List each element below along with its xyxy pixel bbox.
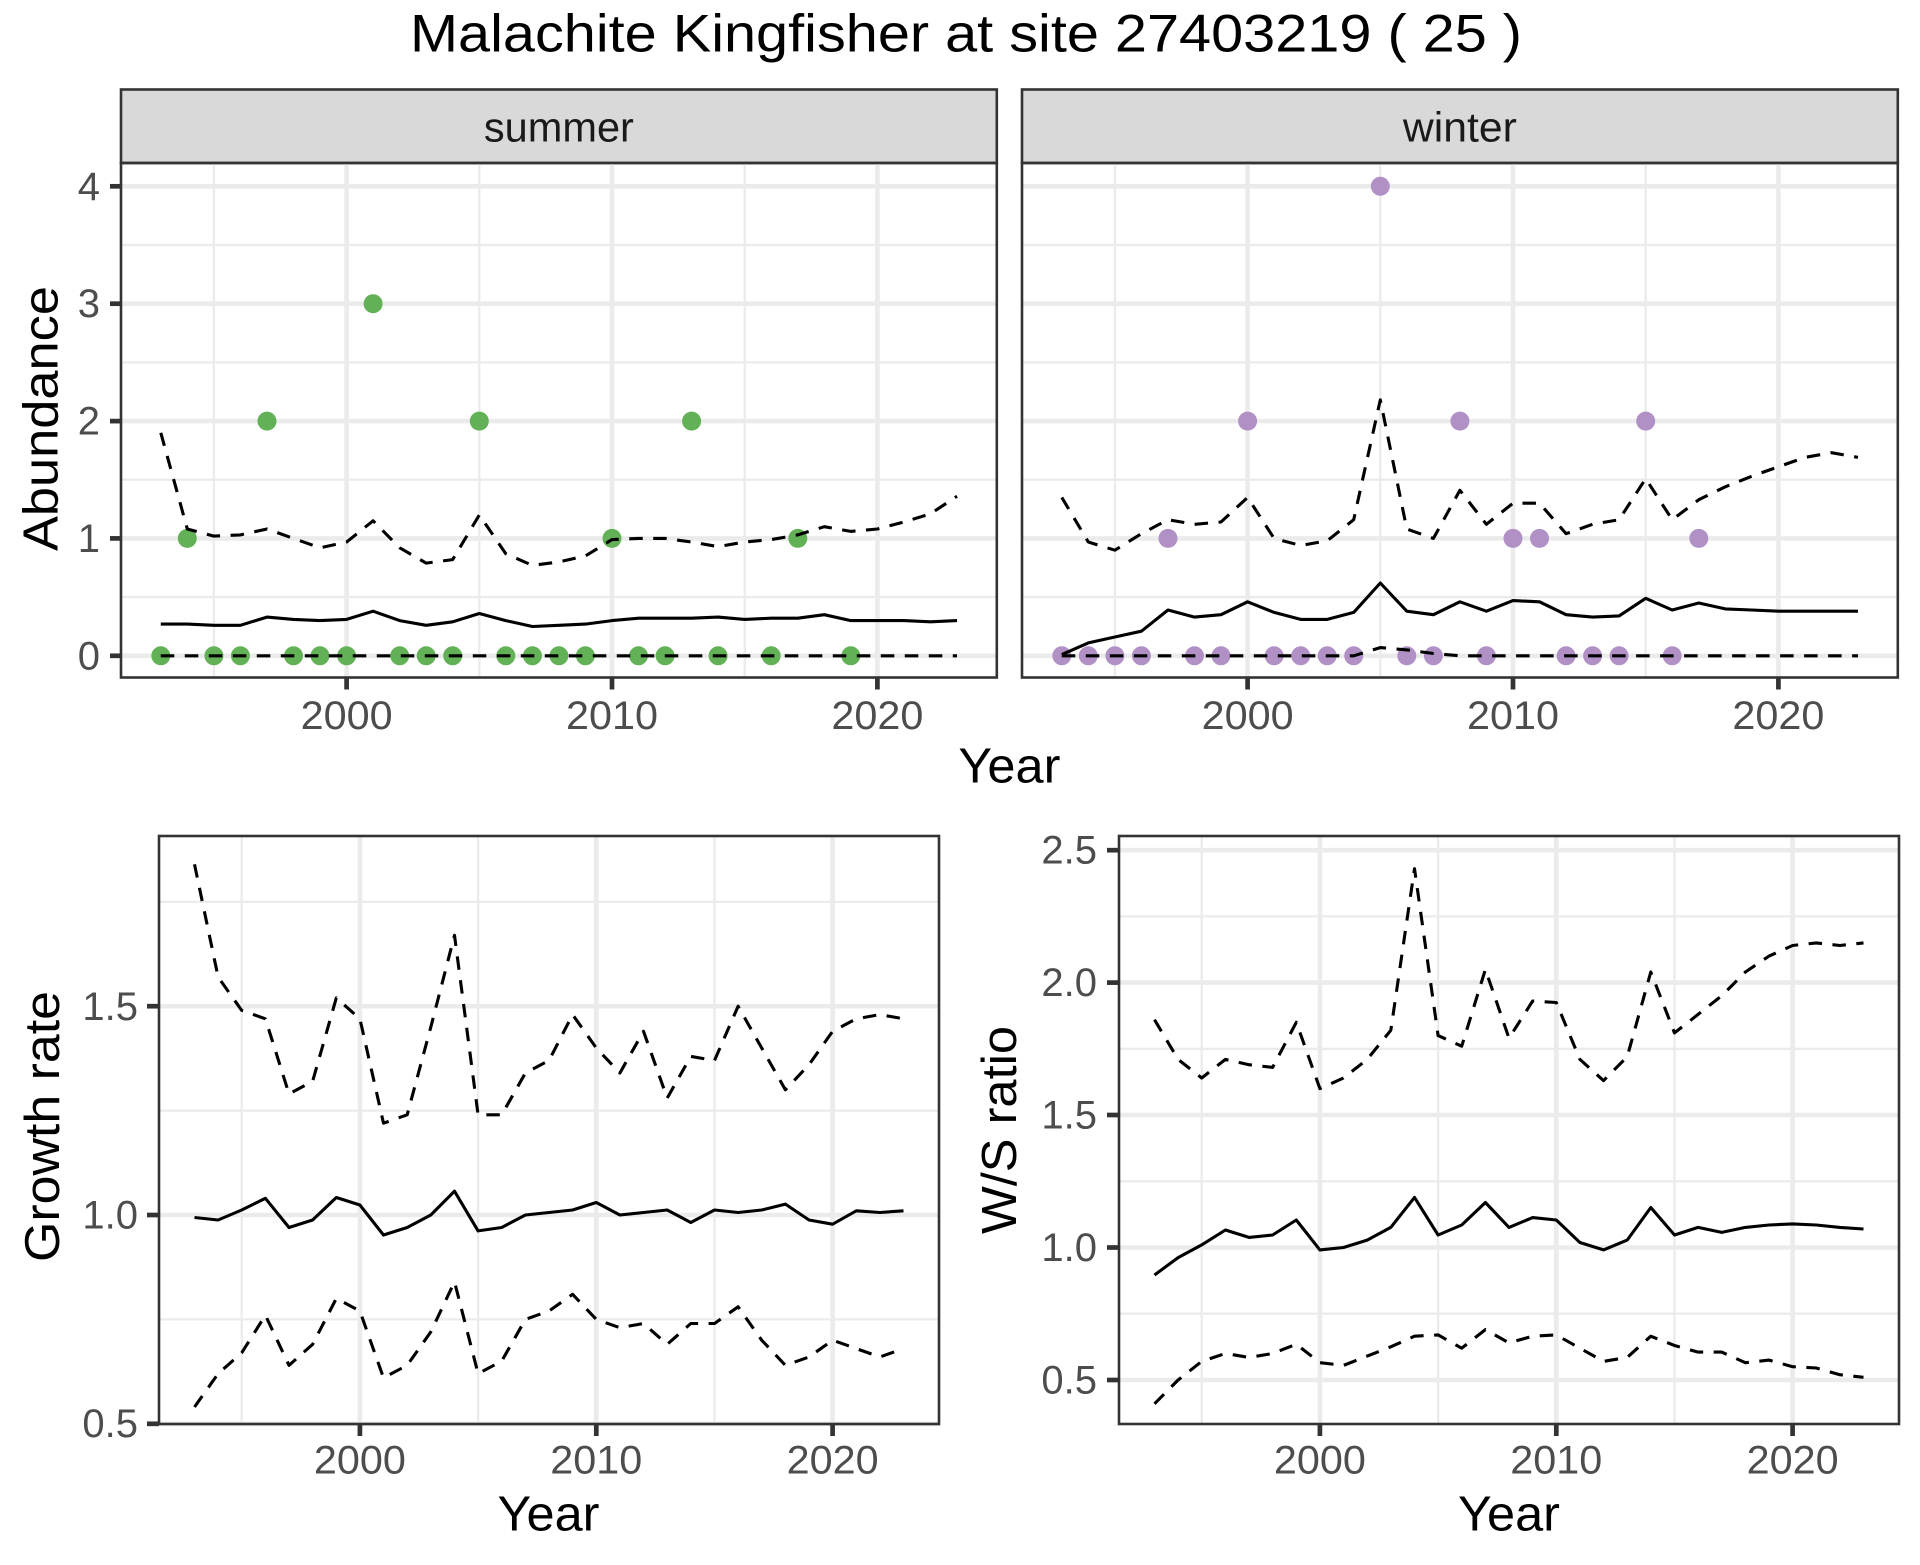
- svg-text:2000: 2000: [1202, 694, 1294, 738]
- svg-text:2010: 2010: [550, 1439, 642, 1483]
- svg-text:1.5: 1.5: [82, 985, 138, 1029]
- svg-text:2020: 2020: [787, 1439, 879, 1483]
- svg-text:Growth rate: Growth rate: [16, 991, 70, 1262]
- svg-text:Year: Year: [498, 1488, 600, 1542]
- svg-text:Year: Year: [958, 740, 1060, 794]
- svg-text:1.5: 1.5: [1041, 1094, 1097, 1138]
- svg-text:2.5: 2.5: [1041, 829, 1097, 873]
- svg-text:3: 3: [78, 282, 100, 326]
- svg-text:0.5: 0.5: [1041, 1359, 1097, 1403]
- svg-text:2020: 2020: [1732, 694, 1824, 738]
- svg-text:2000: 2000: [301, 694, 393, 738]
- svg-text:2020: 2020: [1747, 1439, 1839, 1483]
- svg-text:2020: 2020: [831, 694, 923, 738]
- svg-text:2000: 2000: [1274, 1439, 1366, 1483]
- svg-text:Malachite Kingfisher at site 2: Malachite Kingfisher at site 27403219 ( …: [410, 5, 1522, 64]
- svg-text:2.0: 2.0: [1041, 961, 1097, 1005]
- svg-text:2000: 2000: [314, 1439, 406, 1483]
- svg-text:Year: Year: [1458, 1488, 1560, 1542]
- svg-text:0.5: 0.5: [82, 1402, 138, 1446]
- svg-text:2010: 2010: [566, 694, 658, 738]
- svg-text:W/S ratio: W/S ratio: [973, 1026, 1027, 1234]
- svg-text:0: 0: [78, 634, 100, 678]
- svg-text:2010: 2010: [1467, 694, 1559, 738]
- svg-text:Abundance: Abundance: [15, 286, 69, 551]
- svg-text:winter: winter: [1402, 104, 1517, 151]
- svg-text:4: 4: [78, 165, 100, 209]
- svg-text:1.0: 1.0: [1041, 1226, 1097, 1270]
- svg-text:2: 2: [78, 400, 100, 444]
- svg-text:1: 1: [78, 517, 100, 561]
- svg-text:summer: summer: [484, 104, 634, 151]
- svg-text:2010: 2010: [1510, 1439, 1602, 1483]
- svg-text:1.0: 1.0: [82, 1194, 138, 1238]
